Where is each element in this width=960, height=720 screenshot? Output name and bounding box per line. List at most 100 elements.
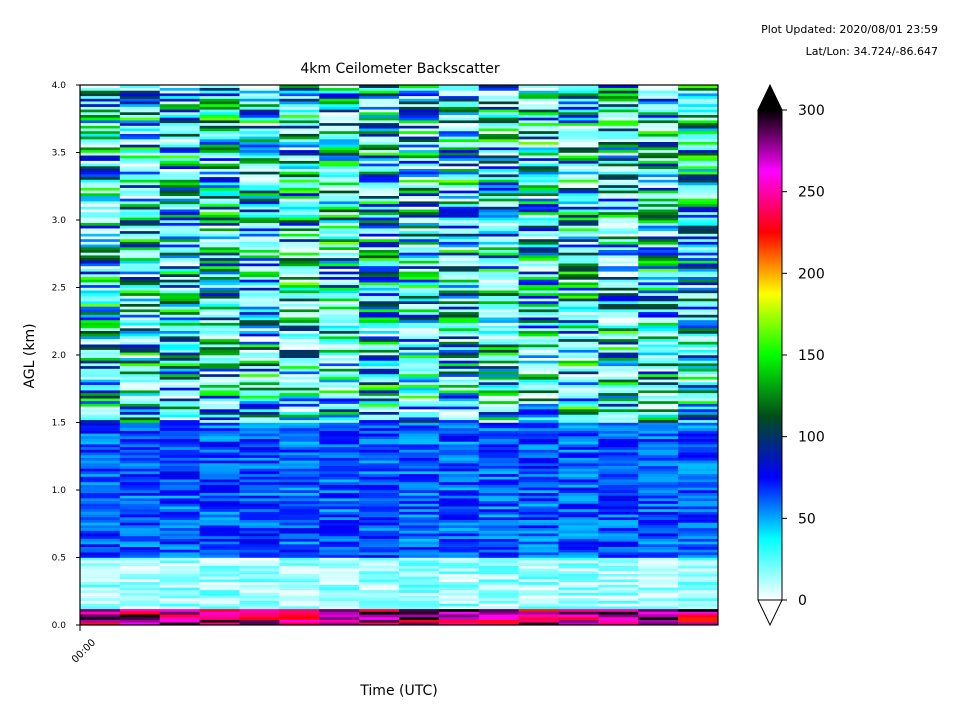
heatmap-cell — [438, 179, 480, 183]
heatmap-cell — [239, 117, 280, 121]
heatmap-cell — [359, 193, 400, 196]
heatmap-cell — [119, 476, 161, 480]
heatmap-cell — [678, 511, 719, 515]
heatmap-cell — [159, 206, 200, 210]
heatmap-cell — [518, 319, 559, 323]
heatmap-cell — [119, 249, 161, 253]
heatmap-cell — [558, 268, 599, 272]
heatmap-cell — [119, 606, 161, 610]
heatmap-cell — [478, 338, 519, 342]
heatmap-cell — [678, 301, 719, 304]
heatmap-cell — [478, 206, 519, 210]
heatmap-cell — [478, 565, 519, 569]
heatmap-cell — [199, 222, 240, 226]
heatmap-cell — [239, 149, 280, 153]
heatmap-cell — [359, 508, 400, 512]
heatmap-cell — [558, 147, 599, 151]
heatmap-cell — [319, 322, 360, 326]
heatmap-cell — [279, 441, 320, 445]
heatmap-cell — [638, 379, 679, 383]
heatmap-cell — [239, 179, 280, 183]
heatmap-cell — [678, 579, 719, 583]
heatmap-cell — [159, 587, 200, 591]
heatmap-cell — [319, 284, 360, 288]
heatmap-cell — [199, 608, 240, 612]
heatmap-cell — [558, 530, 599, 534]
heatmap-cell — [80, 352, 121, 356]
heatmap-cell — [598, 392, 639, 396]
heatmap-cell — [399, 446, 440, 450]
heatmap-cell — [558, 93, 599, 97]
heatmap-cell — [438, 557, 480, 561]
heatmap-cell — [119, 328, 161, 331]
heatmap-cell — [80, 490, 121, 493]
heatmap-cell — [478, 468, 519, 472]
heatmap-cell — [80, 128, 121, 132]
heatmap-cell — [239, 114, 280, 118]
heatmap-cell — [518, 163, 559, 167]
heatmap-cell — [399, 336, 440, 340]
heatmap-cell — [239, 403, 280, 407]
heatmap-cell — [478, 85, 519, 88]
heatmap-cell — [598, 552, 639, 556]
heatmap-cell — [359, 149, 400, 153]
heatmap-cell — [279, 349, 320, 353]
heatmap-cell — [399, 136, 440, 140]
heatmap-cell — [478, 112, 519, 115]
heatmap-cell — [558, 152, 599, 156]
heatmap-cell — [678, 230, 719, 234]
heatmap-cell — [239, 139, 280, 142]
heatmap-cell — [239, 454, 280, 458]
heatmap-cell — [159, 328, 200, 331]
heatmap-cell — [319, 292, 360, 296]
heatmap-cell — [438, 309, 480, 313]
heatmap-cell — [119, 163, 161, 167]
heatmap-cell — [119, 481, 161, 485]
heatmap-cell — [119, 147, 161, 151]
heatmap-cell — [399, 222, 440, 226]
heatmap-cell — [279, 533, 320, 537]
heatmap-cell — [478, 522, 519, 526]
heatmap-cell — [359, 309, 400, 313]
heatmap-cell — [199, 492, 240, 496]
heatmap-cell — [638, 589, 679, 593]
heatmap-cell — [159, 147, 200, 151]
heatmap-cell — [199, 411, 240, 415]
heatmap-cell — [518, 403, 559, 407]
heatmap-cell — [80, 211, 121, 215]
heatmap-cell — [319, 120, 360, 124]
heatmap-cell — [239, 230, 280, 234]
heatmap-cell — [199, 525, 240, 529]
heatmap-cell — [399, 403, 440, 407]
heatmap-cell — [438, 271, 480, 275]
heatmap-cell — [598, 573, 639, 577]
heatmap-cell — [279, 355, 320, 358]
heatmap-cell — [399, 376, 440, 380]
heatmap-cell — [399, 209, 440, 213]
heatmap-cell — [598, 581, 639, 585]
heatmap-cell — [438, 433, 480, 437]
heatmap-cell — [279, 454, 320, 458]
heatmap-cell — [319, 260, 360, 264]
heatmap-cell — [319, 611, 360, 615]
heatmap-cell — [558, 195, 599, 199]
heatmap-cell — [80, 360, 121, 364]
heatmap-cell — [478, 301, 519, 304]
heatmap-cell — [598, 508, 639, 512]
heatmap-cell — [279, 292, 320, 296]
heatmap-cell — [678, 274, 719, 277]
heatmap-cell — [239, 295, 280, 299]
heatmap-cell — [518, 589, 559, 593]
heatmap-cell — [159, 479, 200, 483]
heatmap-cell — [199, 427, 240, 431]
heatmap-cell — [80, 238, 121, 242]
heatmap-cell — [678, 508, 719, 512]
heatmap-cell — [119, 457, 161, 461]
heatmap-cell — [239, 479, 280, 483]
heatmap-cell — [399, 287, 440, 291]
heatmap-cell — [399, 149, 440, 153]
heatmap-cell — [399, 598, 440, 601]
heatmap-cell — [119, 109, 161, 113]
heatmap-cell — [638, 495, 679, 499]
heatmap-cell — [199, 128, 240, 132]
